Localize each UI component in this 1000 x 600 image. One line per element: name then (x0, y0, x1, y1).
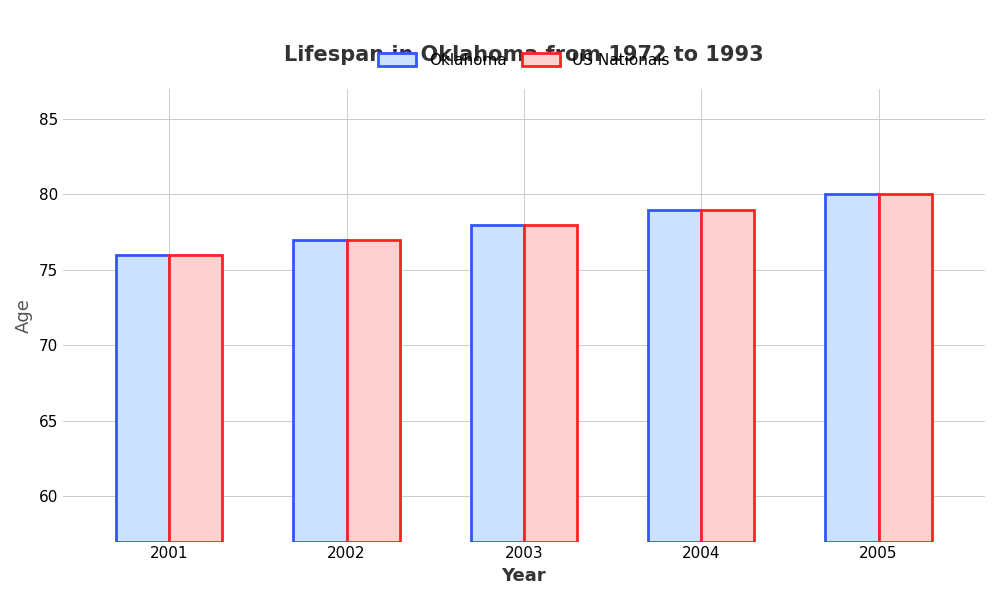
X-axis label: Year: Year (502, 567, 546, 585)
Bar (825, 194, 879, 542)
Bar (524, 224, 577, 542)
Bar (293, 240, 347, 542)
Bar (169, 255, 222, 542)
Bar (347, 240, 400, 542)
Legend: Oklahoma, US Nationals: Oklahoma, US Nationals (372, 47, 676, 74)
Bar (879, 194, 932, 542)
Bar (116, 255, 169, 542)
Bar (648, 209, 701, 542)
Title: Lifespan in Oklahoma from 1972 to 1993: Lifespan in Oklahoma from 1972 to 1993 (284, 45, 764, 65)
Y-axis label: Age: Age (15, 298, 33, 332)
Bar (701, 209, 754, 542)
Bar (471, 224, 524, 542)
